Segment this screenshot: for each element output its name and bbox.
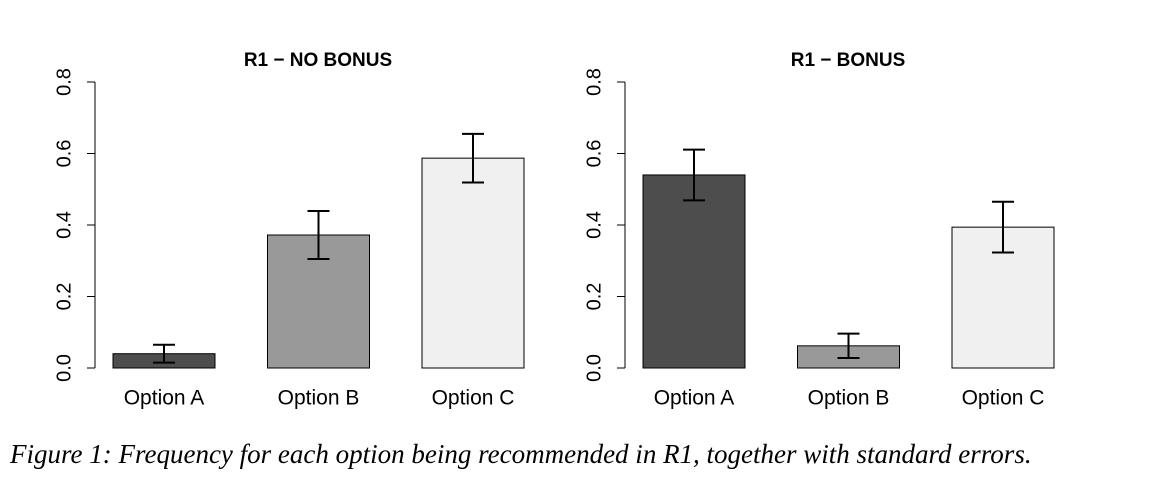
y-tick-label: 0.4 <box>53 211 75 239</box>
y-tick-label: 0.8 <box>583 68 605 96</box>
x-tick-label: Option A <box>124 387 205 410</box>
y-tick-label: 0.6 <box>583 140 605 168</box>
error-bar <box>307 210 330 260</box>
chart-title: R1 − NO BONUS <box>244 50 392 71</box>
caption: Figure 1: Frequency for each option bein… <box>9 439 1032 469</box>
bar <box>421 157 525 369</box>
y-tick-label: 0.6 <box>53 140 75 168</box>
x-tick-label: Option B <box>808 387 890 410</box>
y-tick-label: 0.2 <box>53 283 75 311</box>
error-bar <box>992 200 1014 254</box>
x-tick-label: Option B <box>278 387 360 410</box>
x-tick-label: Option C <box>432 387 515 410</box>
y-tick-label: 0.0 <box>53 354 75 382</box>
y-tick-label: 0.0 <box>583 354 605 382</box>
error-bar <box>153 343 175 364</box>
error-bar <box>683 148 705 202</box>
y-tick-label: 0.8 <box>53 68 75 96</box>
chart-title: R1 − BONUS <box>791 50 906 71</box>
error-bar <box>837 332 860 359</box>
error-bar <box>462 132 484 184</box>
x-tick-label: Option C <box>962 387 1045 410</box>
x-tick-label: Option A <box>654 387 735 410</box>
bar <box>642 174 746 369</box>
y-tick-label: 0.2 <box>583 283 605 311</box>
y-tick-label: 0.4 <box>583 211 605 239</box>
